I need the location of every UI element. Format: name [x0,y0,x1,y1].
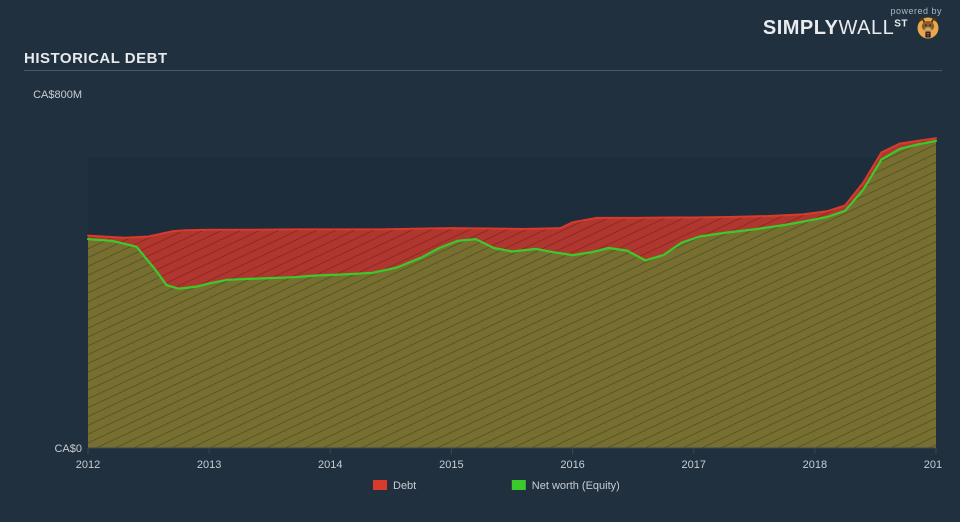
x-tick-2018: 2018 [803,459,827,471]
chart-svg: CA$800M CA$0 2012 2013 2014 2015 2016 2017 2018 2… [24,84,942,504]
x-tick-2016: 2016 [560,459,584,471]
logo-suffix: ST [894,18,908,29]
x-tick-2017: 2017 [681,459,705,471]
x-tick-2014: 2014 [318,459,342,471]
x-tick-2013: 2013 [197,459,221,471]
title-rule [24,70,942,71]
branding-logo: powered by SIMPLYWALLST [763,6,942,42]
logo-primary: SIMPLY [763,17,839,39]
chart-title: HISTORICAL DEBT [24,50,168,67]
y-axis-label-top: CA$800M [33,89,82,101]
historical-debt-chart: CA$800M CA$0 2012 2013 2014 2015 2016 2017 2018 2… [24,84,942,504]
logo-main: SIMPLYWALLST [763,14,942,42]
logo-text: SIMPLYWALLST [763,17,908,40]
x-tick-2012: 2012 [76,459,100,471]
x-tick-2019: 2019 [924,459,942,471]
y-axis-label-bottom: CA$0 [54,443,82,455]
legend-item-net-worth-equity-: Net worth (Equity) [532,480,620,492]
x-tick-2015: 2015 [439,459,463,471]
legend-item-debt: Debt [393,480,416,492]
logo-secondary: WALL [838,17,894,39]
bull-icon [914,14,942,42]
